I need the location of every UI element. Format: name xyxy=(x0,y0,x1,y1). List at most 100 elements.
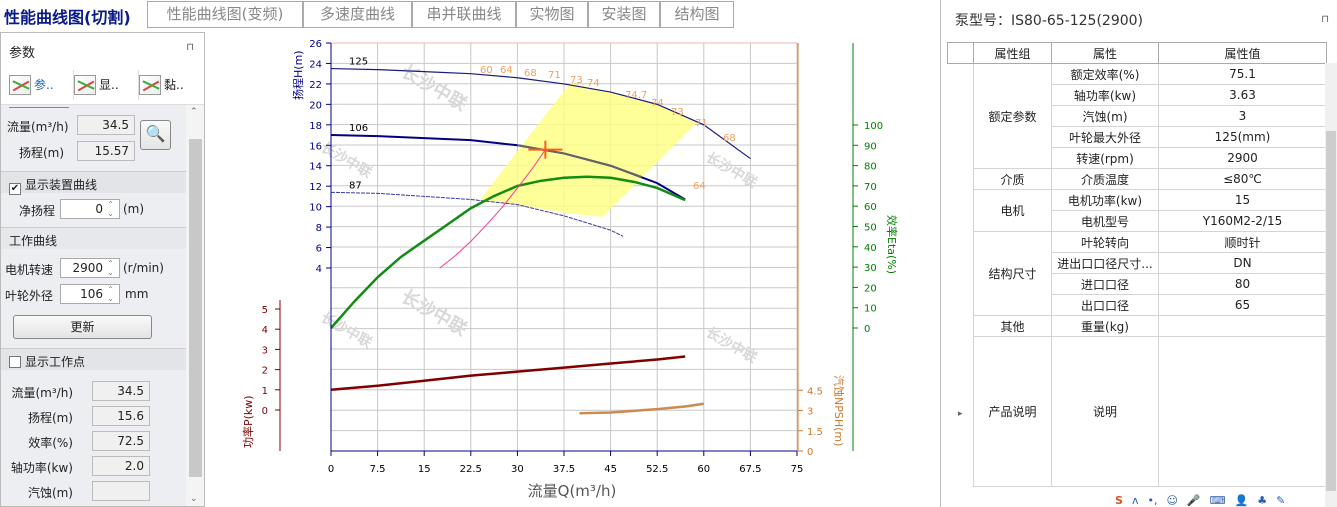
property-cell: 轴功率(kw) xyxy=(1051,84,1159,106)
sogou-icon[interactable]: S xyxy=(1115,494,1123,507)
group-cell: 额定参数 xyxy=(973,63,1052,169)
value-cell[interactable]: Y160M2-2/15 xyxy=(1158,210,1327,232)
table-row[interactable]: 出口口径 65 xyxy=(948,294,1327,316)
keyboard-icon[interactable]: ⌨ xyxy=(1209,494,1226,507)
magnifier-icon: 🔍 xyxy=(145,124,166,143)
value-cell[interactable]: 3.63 xyxy=(1158,84,1327,106)
property-cell: 进出口口径尺寸... xyxy=(1051,252,1159,274)
row-selector-icon[interactable]: ▸ xyxy=(957,408,963,419)
mic-icon[interactable]: 🎤 xyxy=(1186,494,1201,507)
clipped-section xyxy=(9,105,69,108)
toolbar-label: 显.. xyxy=(99,78,119,92)
scroll-thumb[interactable] xyxy=(1326,131,1336,491)
query-head-input[interactable]: 15.57 xyxy=(77,141,135,161)
value-cell[interactable]: 2900 xyxy=(1158,147,1327,169)
work-point-row-value: 34.5 xyxy=(92,381,150,401)
pin-icon[interactable]: ⊓ xyxy=(186,42,194,53)
efficiency-label: 74 xyxy=(587,78,600,89)
skin-icon[interactable]: ♣ xyxy=(1257,494,1268,507)
user-icon[interactable]: 👤 xyxy=(1234,494,1249,507)
value-cell[interactable] xyxy=(1158,336,1327,487)
tab-bar: 性能曲线图(切割) 性能曲线图(变频) 多速度曲线 串并联曲线 实物图 安装图 … xyxy=(0,0,740,30)
query-button[interactable]: 🔍 xyxy=(140,120,171,150)
tab-structure[interactable]: 结构图 xyxy=(660,1,734,28)
curve-display-button[interactable]: 显.. xyxy=(74,69,139,100)
watermark: 长沙中联 xyxy=(318,309,376,352)
pin-icon[interactable]: ⊓ xyxy=(1321,14,1329,25)
punct-icon[interactable]: •, xyxy=(1147,494,1158,507)
diameter-label: 叶轮外径 xyxy=(5,289,54,303)
efficiency-label: 73 xyxy=(570,75,583,86)
speed-stepper[interactable]: 2900 xyxy=(60,258,120,278)
tab-cut-curve[interactable]: 性能曲线图(切割) xyxy=(4,8,131,27)
efficiency-label: 68 xyxy=(723,133,736,144)
npsh-tick-label: 4.5 xyxy=(807,386,823,397)
npsh-tick-label: 3 xyxy=(807,407,813,418)
flow-axis-title: 流量Q(m³/h) xyxy=(528,482,617,500)
work-curve-section: 工作曲线 xyxy=(1,227,187,249)
table-row[interactable]: 结构尺寸 叶轮转向 顺时针 xyxy=(948,231,1327,316)
property-cell: 叶轮最大外径 xyxy=(1051,126,1159,148)
eta-tick-label: 60 xyxy=(864,202,877,213)
value-cell[interactable]: 65 xyxy=(1158,294,1327,316)
value-cell[interactable]: 125(mm) xyxy=(1158,126,1327,148)
table-row[interactable]: 介质 介质温度 ≤80℃ xyxy=(948,168,1327,190)
efficiency-label: 64 xyxy=(693,181,706,192)
diameter-stepper[interactable]: 106 xyxy=(60,284,120,304)
table-row[interactable]: 进口口径 80 xyxy=(948,273,1327,295)
static-head-stepper[interactable]: 0 xyxy=(60,199,120,219)
tab-multi-speed[interactable]: 多速度曲线 xyxy=(303,1,412,28)
update-button[interactable]: 更新 xyxy=(13,315,152,339)
scroll-up-icon[interactable]: ⌃ xyxy=(190,107,198,117)
device-curve-label: 显示装置曲线 xyxy=(25,178,98,192)
work-curve-label: 工作曲线 xyxy=(9,234,58,248)
value-cell[interactable]: 3 xyxy=(1158,105,1327,127)
value-cell[interactable]: 顺时针 xyxy=(1158,231,1327,253)
tab-photo[interactable]: 实物图 xyxy=(516,1,588,28)
query-flow-input[interactable]: 34.5 xyxy=(77,115,135,135)
device-curve-checkbox[interactable]: ✔ xyxy=(9,183,21,195)
efficiency-curve xyxy=(330,175,686,329)
value-cell[interactable]: 15 xyxy=(1158,189,1327,211)
left-scrollbar[interactable]: ⌃ ⌄ xyxy=(186,105,204,506)
table-row[interactable]: 叶轮最大外径 125(mm) xyxy=(948,126,1327,148)
curve-paste-button[interactable]: 黏.. xyxy=(139,70,204,100)
efficiency-label: 64 xyxy=(500,65,513,76)
value-cell[interactable]: 80 xyxy=(1158,273,1327,295)
table-row[interactable]: 产品说明 说明 xyxy=(948,336,1327,487)
static-head-unit: (m) xyxy=(123,202,145,216)
tab-series-parallel[interactable]: 串并联曲线 xyxy=(412,1,516,28)
table-row[interactable]: 轴功率(kw) 3.63 xyxy=(948,84,1327,106)
eta-tick-label: 90 xyxy=(864,141,877,152)
efficiency-label: 68 xyxy=(524,68,537,79)
scroll-down-icon[interactable]: ⌄ xyxy=(190,494,198,504)
tools-icon[interactable]: ✎ xyxy=(1276,494,1286,507)
property-cell: 进口口径 xyxy=(1051,273,1159,295)
right-scrollbar[interactable] xyxy=(1325,63,1337,507)
value-cell[interactable] xyxy=(1158,315,1327,337)
tab-vfd-curve[interactable]: 性能曲线图(变频) xyxy=(147,1,303,28)
row-indicator-header xyxy=(947,42,974,64)
scroll-thumb[interactable] xyxy=(189,139,202,477)
head-tick-label: 26 xyxy=(309,39,322,50)
watermark: 长沙中联 xyxy=(398,60,471,115)
value-cell[interactable]: DN xyxy=(1158,252,1327,274)
table-row[interactable]: 电机 电机功率(kw) 15 xyxy=(948,189,1327,232)
table-row[interactable]: 其他 重量(kg) xyxy=(948,315,1327,337)
curve-edit-button[interactable]: 参.. xyxy=(9,69,74,100)
head-tick-label: 18 xyxy=(309,121,322,132)
flow-tick-label: 37.5 xyxy=(553,464,575,475)
work-point-checkbox[interactable] xyxy=(9,356,21,368)
eta-tick-label: 70 xyxy=(864,182,877,193)
ime-mode-icon[interactable]: ʌ xyxy=(1131,494,1139,507)
value-cell[interactable]: ≤80℃ xyxy=(1158,168,1327,190)
tab-install[interactable]: 安装图 xyxy=(588,1,660,28)
work-point-row-label: 扬程(m) xyxy=(27,411,73,425)
emoji-icon[interactable]: ☺ xyxy=(1166,494,1178,507)
curve-display-icon xyxy=(74,74,96,95)
value-cell[interactable]: 75.1 xyxy=(1158,63,1327,85)
col-property: 属性 xyxy=(1051,42,1159,64)
head-tick-label: 6 xyxy=(316,244,322,255)
table-row[interactable]: ▸ 额定参数 额定效率(%) 75.1 xyxy=(948,63,1327,419)
